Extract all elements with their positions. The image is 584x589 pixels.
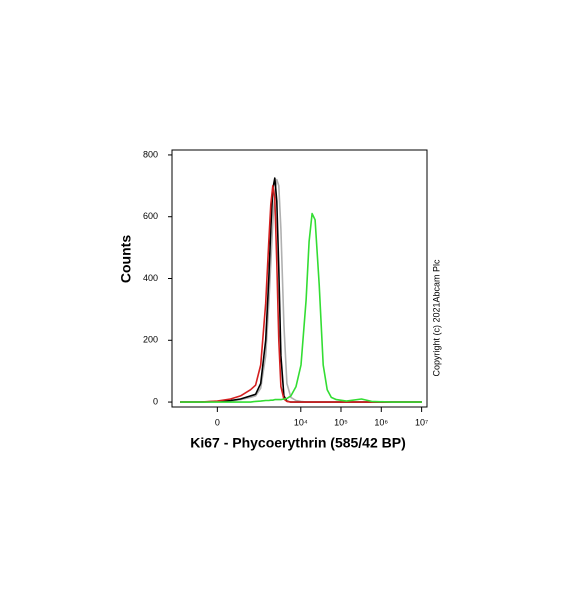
y-tick-label: 800 xyxy=(143,149,158,159)
series-line xyxy=(180,185,422,403)
x-tick-label: 10⁶ xyxy=(374,417,388,427)
x-axis-title: Ki67 - Phycoerythrin (585/42 BP) xyxy=(190,435,406,451)
y-tick-label: 0 xyxy=(153,396,158,406)
y-tick-label: 200 xyxy=(143,335,158,345)
copyright: Copyright (c) 2021Abcam Plc xyxy=(431,259,441,377)
y-tick-label: 600 xyxy=(143,211,158,221)
y-tick-label: 400 xyxy=(143,273,158,283)
series-line xyxy=(180,177,422,403)
series-line xyxy=(180,178,422,403)
x-tick-label: 10⁴ xyxy=(294,417,308,427)
x-tick-label: 0 xyxy=(215,417,220,427)
x-tick-label: 10⁵ xyxy=(334,417,348,427)
series-line xyxy=(180,212,422,403)
y-axis-title: Counts xyxy=(118,235,134,283)
x-tick-label: 10⁷ xyxy=(415,417,428,427)
